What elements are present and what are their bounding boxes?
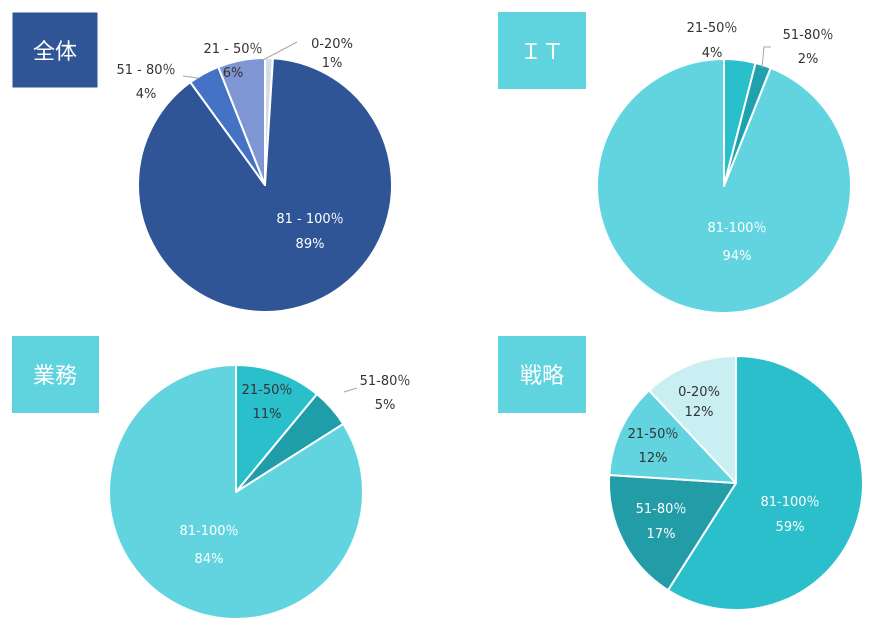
leader-line — [262, 41, 298, 61]
slice-category-label: 81-100％ — [760, 495, 819, 510]
slice-value-label: 17% — [647, 527, 676, 542]
pie-slice — [666, 355, 864, 611]
leader-line — [343, 387, 358, 393]
slice-category-label: 51 - 80％ — [116, 63, 175, 78]
slice-value-label: 5% — [375, 398, 396, 413]
slice-category-label: 81 - 100％ — [276, 212, 343, 227]
slice-value-label: 94% — [723, 249, 752, 264]
pie-chart-2: ＩＴ 21-50％ 4% 51-80％ 2% 81-100％ 94% — [498, 12, 852, 314]
slice-value-label: 1% — [322, 56, 343, 71]
slice-value-label: 12% — [639, 451, 668, 466]
slice-category-label: 51-80％ — [360, 374, 411, 389]
chart-title-box — [498, 336, 586, 413]
chart-title: 全体 — [33, 40, 77, 65]
slice-category-label: 21-50％ — [687, 21, 738, 36]
slice-category-label: 81-100％ — [179, 524, 238, 539]
slice-value-label: 11% — [253, 407, 282, 422]
pie-chart-4: 戦略 81-100％ 59% 51-80％ 17% 21-50％ 12% 0-20% 12% — [498, 336, 864, 611]
slice-value-label: 59% — [776, 520, 805, 535]
slice-value-label: 4% — [136, 87, 157, 102]
slice-value-label: 6% — [223, 66, 244, 81]
pie-slice — [108, 364, 364, 620]
slice-value-label: 89% — [296, 237, 325, 252]
chart-title: 業務 — [33, 364, 77, 389]
pie-slice — [608, 474, 737, 592]
pie-slice — [608, 389, 737, 484]
pie-slice — [648, 355, 737, 484]
chart-title: 戦略 — [520, 364, 564, 389]
pie-chart-1: 全体 0-20% 1% 81 - 100％ 89% 51 - 80％ 4% 21 - 50％ 6… — [11, 11, 393, 313]
pie-slice — [596, 58, 852, 314]
slice-category-label: 51-80％ — [783, 28, 834, 43]
slice-value-label: 4% — [702, 46, 723, 61]
chart-title-box — [498, 12, 586, 89]
pie-slice — [235, 364, 318, 493]
pie-chart-3: 業務 21-50％ 11% 51-80％ 5% 81-100％ 84% — [12, 336, 411, 620]
slice-category-label: 51-80％ — [636, 502, 687, 517]
slice-category-label: 81-100％ — [707, 221, 766, 236]
chart-title-box — [12, 336, 99, 413]
slice-category-label: 21-50％ — [628, 427, 679, 442]
chart-title: ＩＴ — [520, 40, 564, 65]
leader-line — [182, 75, 199, 79]
chart-title-box — [11, 11, 99, 89]
slice-category-label: 0-20% — [311, 37, 353, 52]
slice-value-label: 12% — [685, 405, 714, 420]
slice-value-label: 2% — [798, 52, 819, 67]
leader-line — [761, 46, 771, 69]
slice-category-label: 21 - 50％ — [203, 42, 262, 57]
slice-category-label: 0-20% — [678, 385, 720, 400]
slice-category-label: 21-50％ — [242, 383, 293, 398]
slice-value-label: 84% — [195, 552, 224, 567]
pie-slice — [217, 57, 266, 186]
